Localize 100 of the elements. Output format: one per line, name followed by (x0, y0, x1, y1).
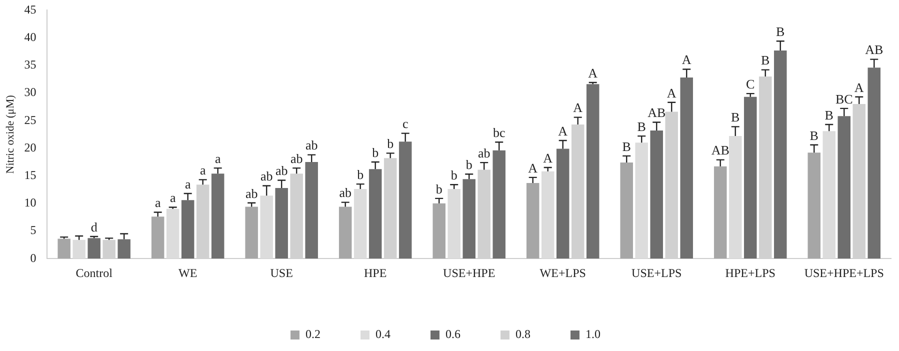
bar (714, 166, 727, 259)
legend-label: 0.8 (516, 327, 530, 342)
data-label: a (154, 195, 161, 210)
data-label: A (854, 80, 864, 95)
data-label: c (402, 116, 408, 132)
data-label: b (450, 168, 458, 183)
x-tick-label: Control (76, 266, 114, 280)
data-label: B (637, 118, 646, 134)
bar (808, 152, 820, 259)
data-label: ab (339, 185, 352, 200)
data-label: b (466, 157, 472, 172)
bar (620, 162, 633, 259)
bar (541, 171, 554, 259)
data-label: B (731, 110, 740, 125)
bar (448, 189, 460, 259)
bar (118, 239, 130, 259)
y-tick-label: 0 (30, 250, 36, 265)
y-tick-label: 10 (24, 196, 36, 210)
data-label: A (528, 160, 538, 176)
data-label: b (372, 144, 379, 160)
y-tick-label: 25 (24, 112, 36, 127)
data-label: A (543, 150, 554, 166)
bar (211, 174, 224, 259)
bar (556, 148, 570, 259)
data-label: AB (865, 42, 884, 58)
bar (88, 238, 100, 259)
x-tick-label: HPE+LPS (725, 266, 776, 280)
bar (354, 189, 367, 259)
data-label: b (387, 136, 394, 152)
data-label: b (436, 181, 442, 196)
bar (728, 136, 742, 259)
x-tick-label: USE+HPE+LPS (804, 266, 884, 280)
bar (368, 169, 382, 259)
data-label: B (776, 24, 786, 40)
bar (305, 162, 318, 259)
data-label: bc (492, 125, 506, 140)
bar (462, 179, 476, 259)
x-tick-label: HPE (364, 266, 387, 280)
bar (72, 240, 86, 259)
data-label: A (558, 123, 568, 138)
data-label: A (588, 65, 598, 80)
data-label: B (622, 138, 632, 154)
data-label: B (761, 52, 770, 68)
bar (151, 216, 164, 259)
bar (275, 188, 288, 259)
bar (586, 84, 600, 259)
bar (744, 96, 757, 259)
y-tick-label: 15 (24, 168, 36, 182)
x-tick-label: USE+LPS (632, 266, 682, 280)
bar (635, 142, 648, 259)
x-tick-label: WE (178, 266, 198, 280)
bar (526, 182, 540, 259)
bar (58, 238, 70, 259)
bar (166, 208, 180, 259)
data-label: ab (290, 150, 303, 166)
x-tick-label: WE+LPS (540, 266, 586, 280)
data-label: A (666, 85, 677, 100)
bar (398, 142, 412, 259)
data-label: BC (835, 91, 853, 106)
data-label: AB (648, 105, 666, 120)
bar (181, 200, 194, 259)
data-label: d (90, 219, 98, 234)
bar (650, 130, 663, 259)
data-label: ab (245, 186, 258, 201)
y-tick-label: 30 (24, 85, 36, 100)
data-label: b (357, 167, 364, 182)
y-tick-label: 45 (24, 2, 36, 16)
data-label: a (214, 150, 221, 166)
bar (868, 68, 880, 259)
data-label: a (200, 162, 206, 178)
bar (432, 203, 446, 259)
data-label: a (184, 176, 191, 192)
y-tick-label: 20 (24, 140, 36, 154)
data-label: ab (275, 163, 288, 178)
legend-label: 0.6 (446, 327, 460, 342)
data-label: B (824, 107, 834, 122)
data-label: AB (711, 142, 730, 158)
legend-label: 1.0 (586, 327, 600, 342)
data-label: A (573, 100, 584, 116)
legend-label: 0.4 (376, 327, 390, 342)
data-label: C (746, 76, 755, 92)
y-tick-label: 35 (24, 58, 36, 72)
y-axis-title: Nitric oxide (μM) (4, 94, 16, 174)
bar (260, 196, 273, 259)
bar (774, 50, 787, 259)
data-label: ab (305, 138, 318, 153)
data-label: ab (260, 168, 273, 184)
data-label: ab (478, 145, 490, 160)
y-tick-label: 5 (30, 223, 36, 238)
x-tick-label: USE+HPE (443, 266, 496, 280)
bar (822, 131, 836, 259)
x-tick-label: USE (270, 266, 293, 280)
data-label: B (810, 128, 819, 143)
bar (338, 206, 352, 259)
y-tick-label: 40 (24, 30, 36, 44)
bar (838, 116, 850, 259)
data-label: A (682, 52, 692, 68)
data-label: a (170, 190, 176, 206)
bar (680, 78, 693, 259)
bar (492, 150, 506, 259)
